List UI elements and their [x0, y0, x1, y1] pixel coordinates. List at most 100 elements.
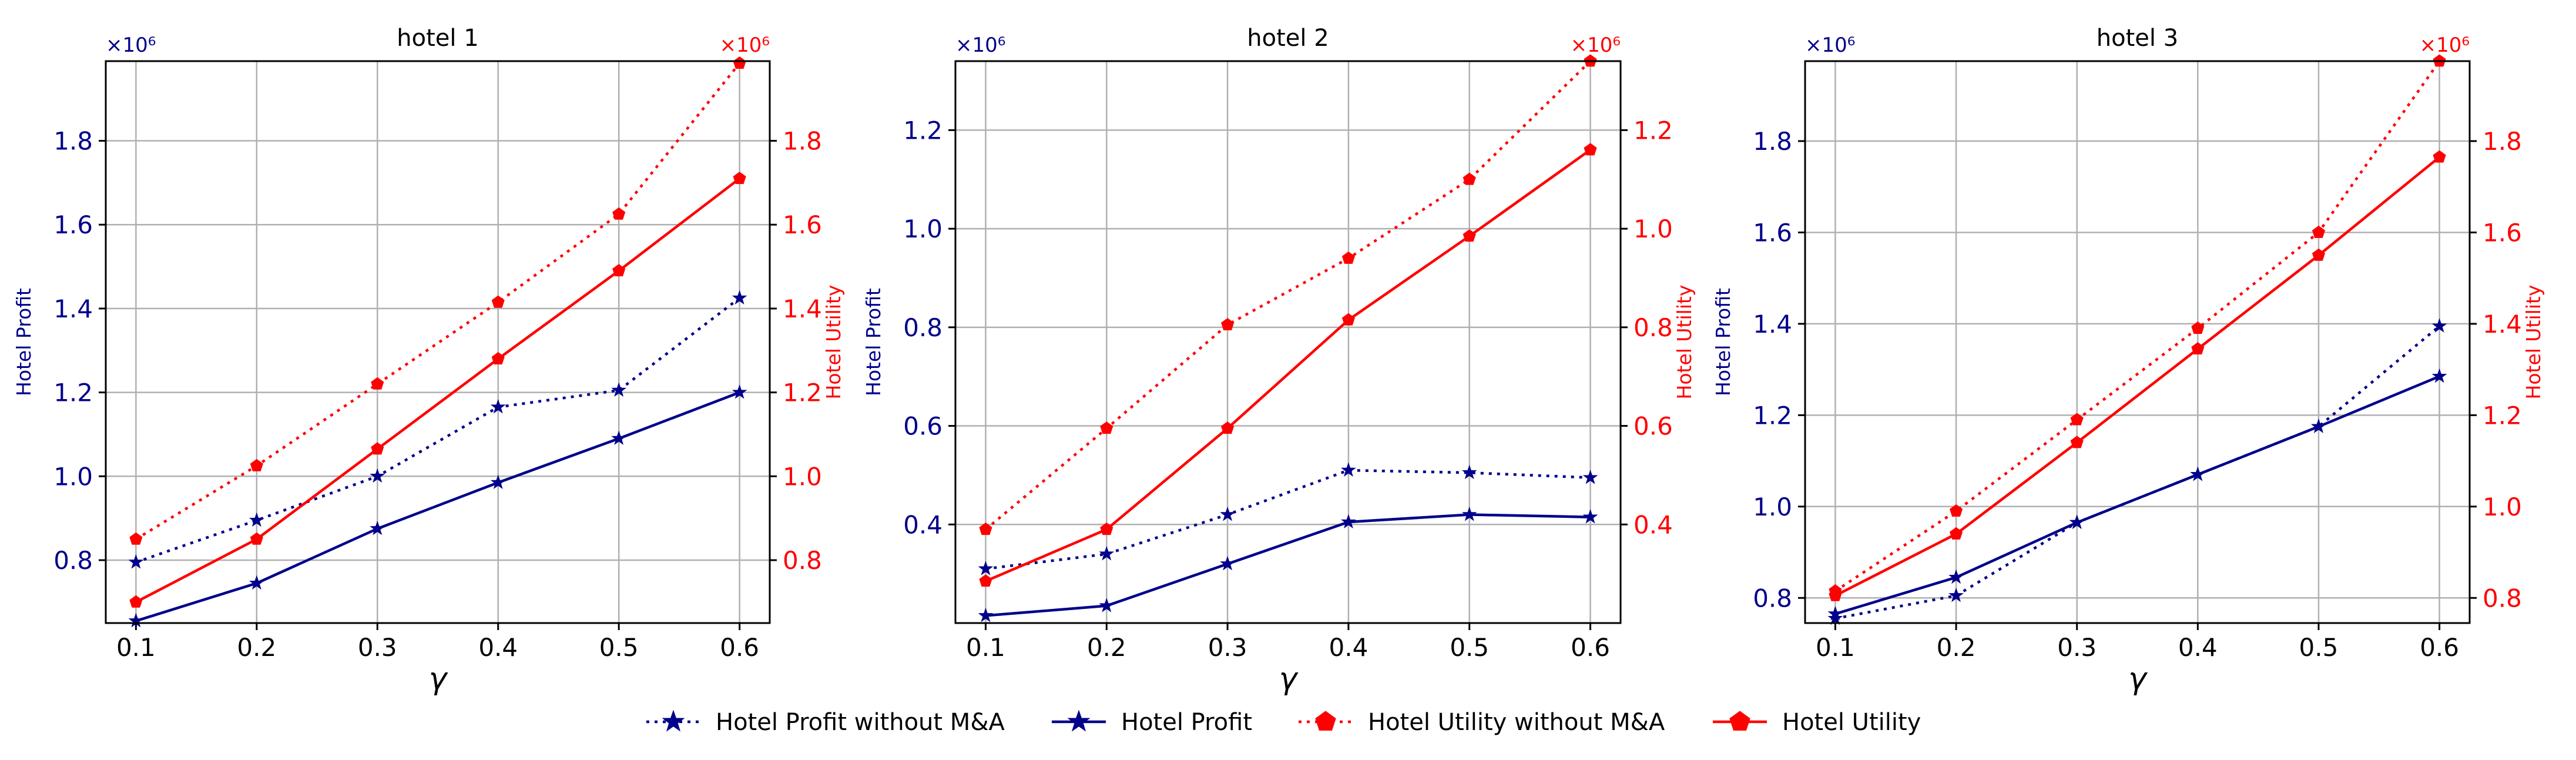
- plot-frame: [105, 60, 771, 624]
- y-right-tick-label: 0.6: [1634, 412, 1673, 441]
- legend-marker: [1315, 711, 1336, 731]
- x-tick-label: 0.6: [720, 633, 759, 662]
- x-axis-label: γ: [429, 661, 449, 697]
- y-left-tick-label: 1.2: [53, 379, 93, 407]
- y-left-axis-label: Hotel Profit: [862, 288, 885, 396]
- series-line: [135, 177, 741, 604]
- y-right-tick-label: 1.8: [2483, 127, 2522, 156]
- y-right-tick-label: 1.6: [783, 210, 822, 239]
- series-line: [985, 513, 1591, 617]
- panel-1: 0.1 0.2 0.3 0.4 0.5 0.6 0.8 1.0 1.2 1.4 1.6 1.8 0.8 1…: [12, 25, 845, 697]
- data-point: [2070, 413, 2084, 426]
- data-point: [1221, 421, 1235, 434]
- x-tick-label: 0.3: [358, 633, 397, 662]
- y-right-offset-label: ×10⁶: [720, 34, 770, 57]
- data-point: [2191, 342, 2205, 355]
- y-right-tick-label: 1.4: [783, 294, 822, 323]
- data-point: [979, 523, 992, 535]
- y-right-offset-label: ×10⁶: [2420, 34, 2470, 57]
- y-left-tick-label: 0.6: [903, 412, 942, 441]
- x-tick-label: 0.5: [2299, 633, 2339, 662]
- data-point: [1220, 506, 1235, 521]
- data-point: [129, 532, 143, 545]
- plot-frame: [1804, 60, 2471, 624]
- x-tick-label: 0.1: [966, 633, 1005, 662]
- data-point: [1100, 523, 1113, 535]
- data-point: [1948, 587, 1964, 602]
- legend-label: Hotel Utility without M&A: [1368, 709, 1665, 736]
- y-left-tick-label: 1.6: [53, 210, 93, 239]
- data-point: [1100, 421, 1113, 434]
- data-point: [1463, 229, 1476, 242]
- data-point: [732, 384, 747, 399]
- data-point: [1461, 506, 1477, 521]
- data-point: [1341, 251, 1355, 264]
- data-point: [2431, 368, 2447, 383]
- data-point: [1584, 143, 1597, 156]
- y-left-tick-label: 1.8: [1753, 127, 1792, 156]
- data-point: [370, 520, 385, 535]
- x-tick-label: 0.1: [116, 633, 156, 662]
- y-left-tick-label: 1.6: [1753, 218, 1792, 247]
- data-point: [2312, 225, 2326, 238]
- series-line: [1834, 156, 2441, 597]
- data-point: [978, 561, 994, 575]
- chart-title: hotel 2: [1247, 25, 1329, 52]
- legend-item: Hotel Profit: [1052, 709, 1252, 736]
- y-right-axis-label: Hotel Utility: [1673, 285, 1696, 400]
- panel-2: 0.1 0.2 0.3 0.4 0.5 0.6 0.4 0.6 0.8 1.0 1.2 0.4 0.6 0…: [862, 25, 1696, 697]
- data-point: [1949, 504, 1963, 517]
- data-point: [1220, 555, 1235, 571]
- series-line: [985, 60, 1592, 531]
- data-point: [491, 295, 505, 308]
- y-right-tick-label: 1.0: [1634, 215, 1673, 243]
- series-line: [135, 62, 741, 541]
- y-right-axis-label: Hotel Utility: [822, 285, 845, 400]
- x-axis-label: γ: [2128, 661, 2148, 697]
- y-left-tick-label: 1.2: [903, 116, 942, 145]
- x-tick-label: 0.6: [2420, 633, 2459, 662]
- data-point: [1827, 605, 1843, 621]
- data-point: [371, 442, 384, 455]
- data-point: [612, 207, 626, 220]
- data-point: [733, 172, 746, 185]
- legend-marker: [1729, 711, 1750, 731]
- series-line: [1834, 60, 2441, 592]
- x-tick-label: 0.4: [478, 633, 518, 662]
- x-tick-label: 0.2: [1937, 633, 1976, 662]
- data-point: [2069, 514, 2085, 529]
- data-point: [1099, 598, 1115, 612]
- y-left-axis-label: Hotel Profit: [1712, 288, 1735, 396]
- y-left-axis-label: Hotel Profit: [12, 288, 35, 396]
- y-right-tick-label: 1.2: [1634, 116, 1673, 145]
- x-tick-label: 0.5: [1450, 633, 1489, 662]
- series-line: [1834, 375, 2440, 615]
- x-tick-label: 0.4: [2178, 633, 2218, 662]
- data-point: [612, 264, 626, 277]
- data-point: [490, 474, 506, 489]
- data-point: [733, 56, 746, 69]
- y-left-tick-label: 0.8: [1753, 584, 1792, 612]
- data-point: [732, 290, 747, 305]
- chart-title: hotel 3: [2097, 25, 2178, 52]
- legend: Hotel Profit without M&A Hotel Profit Hote…: [646, 709, 1921, 736]
- legend-item: Hotel Utility: [1713, 709, 1921, 736]
- x-tick-label: 0.3: [2057, 633, 2097, 662]
- data-point: [491, 351, 505, 364]
- legend-label: Hotel Profit: [1121, 709, 1252, 736]
- data-point: [1949, 527, 1963, 540]
- data-point: [611, 430, 627, 446]
- data-point: [1221, 318, 1235, 331]
- y-left-offset-label: ×10⁶: [106, 34, 156, 57]
- data-point: [250, 532, 263, 545]
- y-right-tick-label: 1.4: [2483, 310, 2522, 339]
- data-point: [2190, 466, 2206, 481]
- y-left-tick-label: 1.8: [53, 127, 93, 156]
- series-line: [135, 297, 741, 564]
- series-line: [1834, 325, 2441, 620]
- x-tick-label: 0.6: [1571, 633, 1610, 662]
- y-right-tick-label: 1.2: [783, 379, 822, 407]
- data-point: [1829, 588, 1842, 601]
- series-line: [985, 149, 1591, 582]
- data-point: [370, 468, 385, 483]
